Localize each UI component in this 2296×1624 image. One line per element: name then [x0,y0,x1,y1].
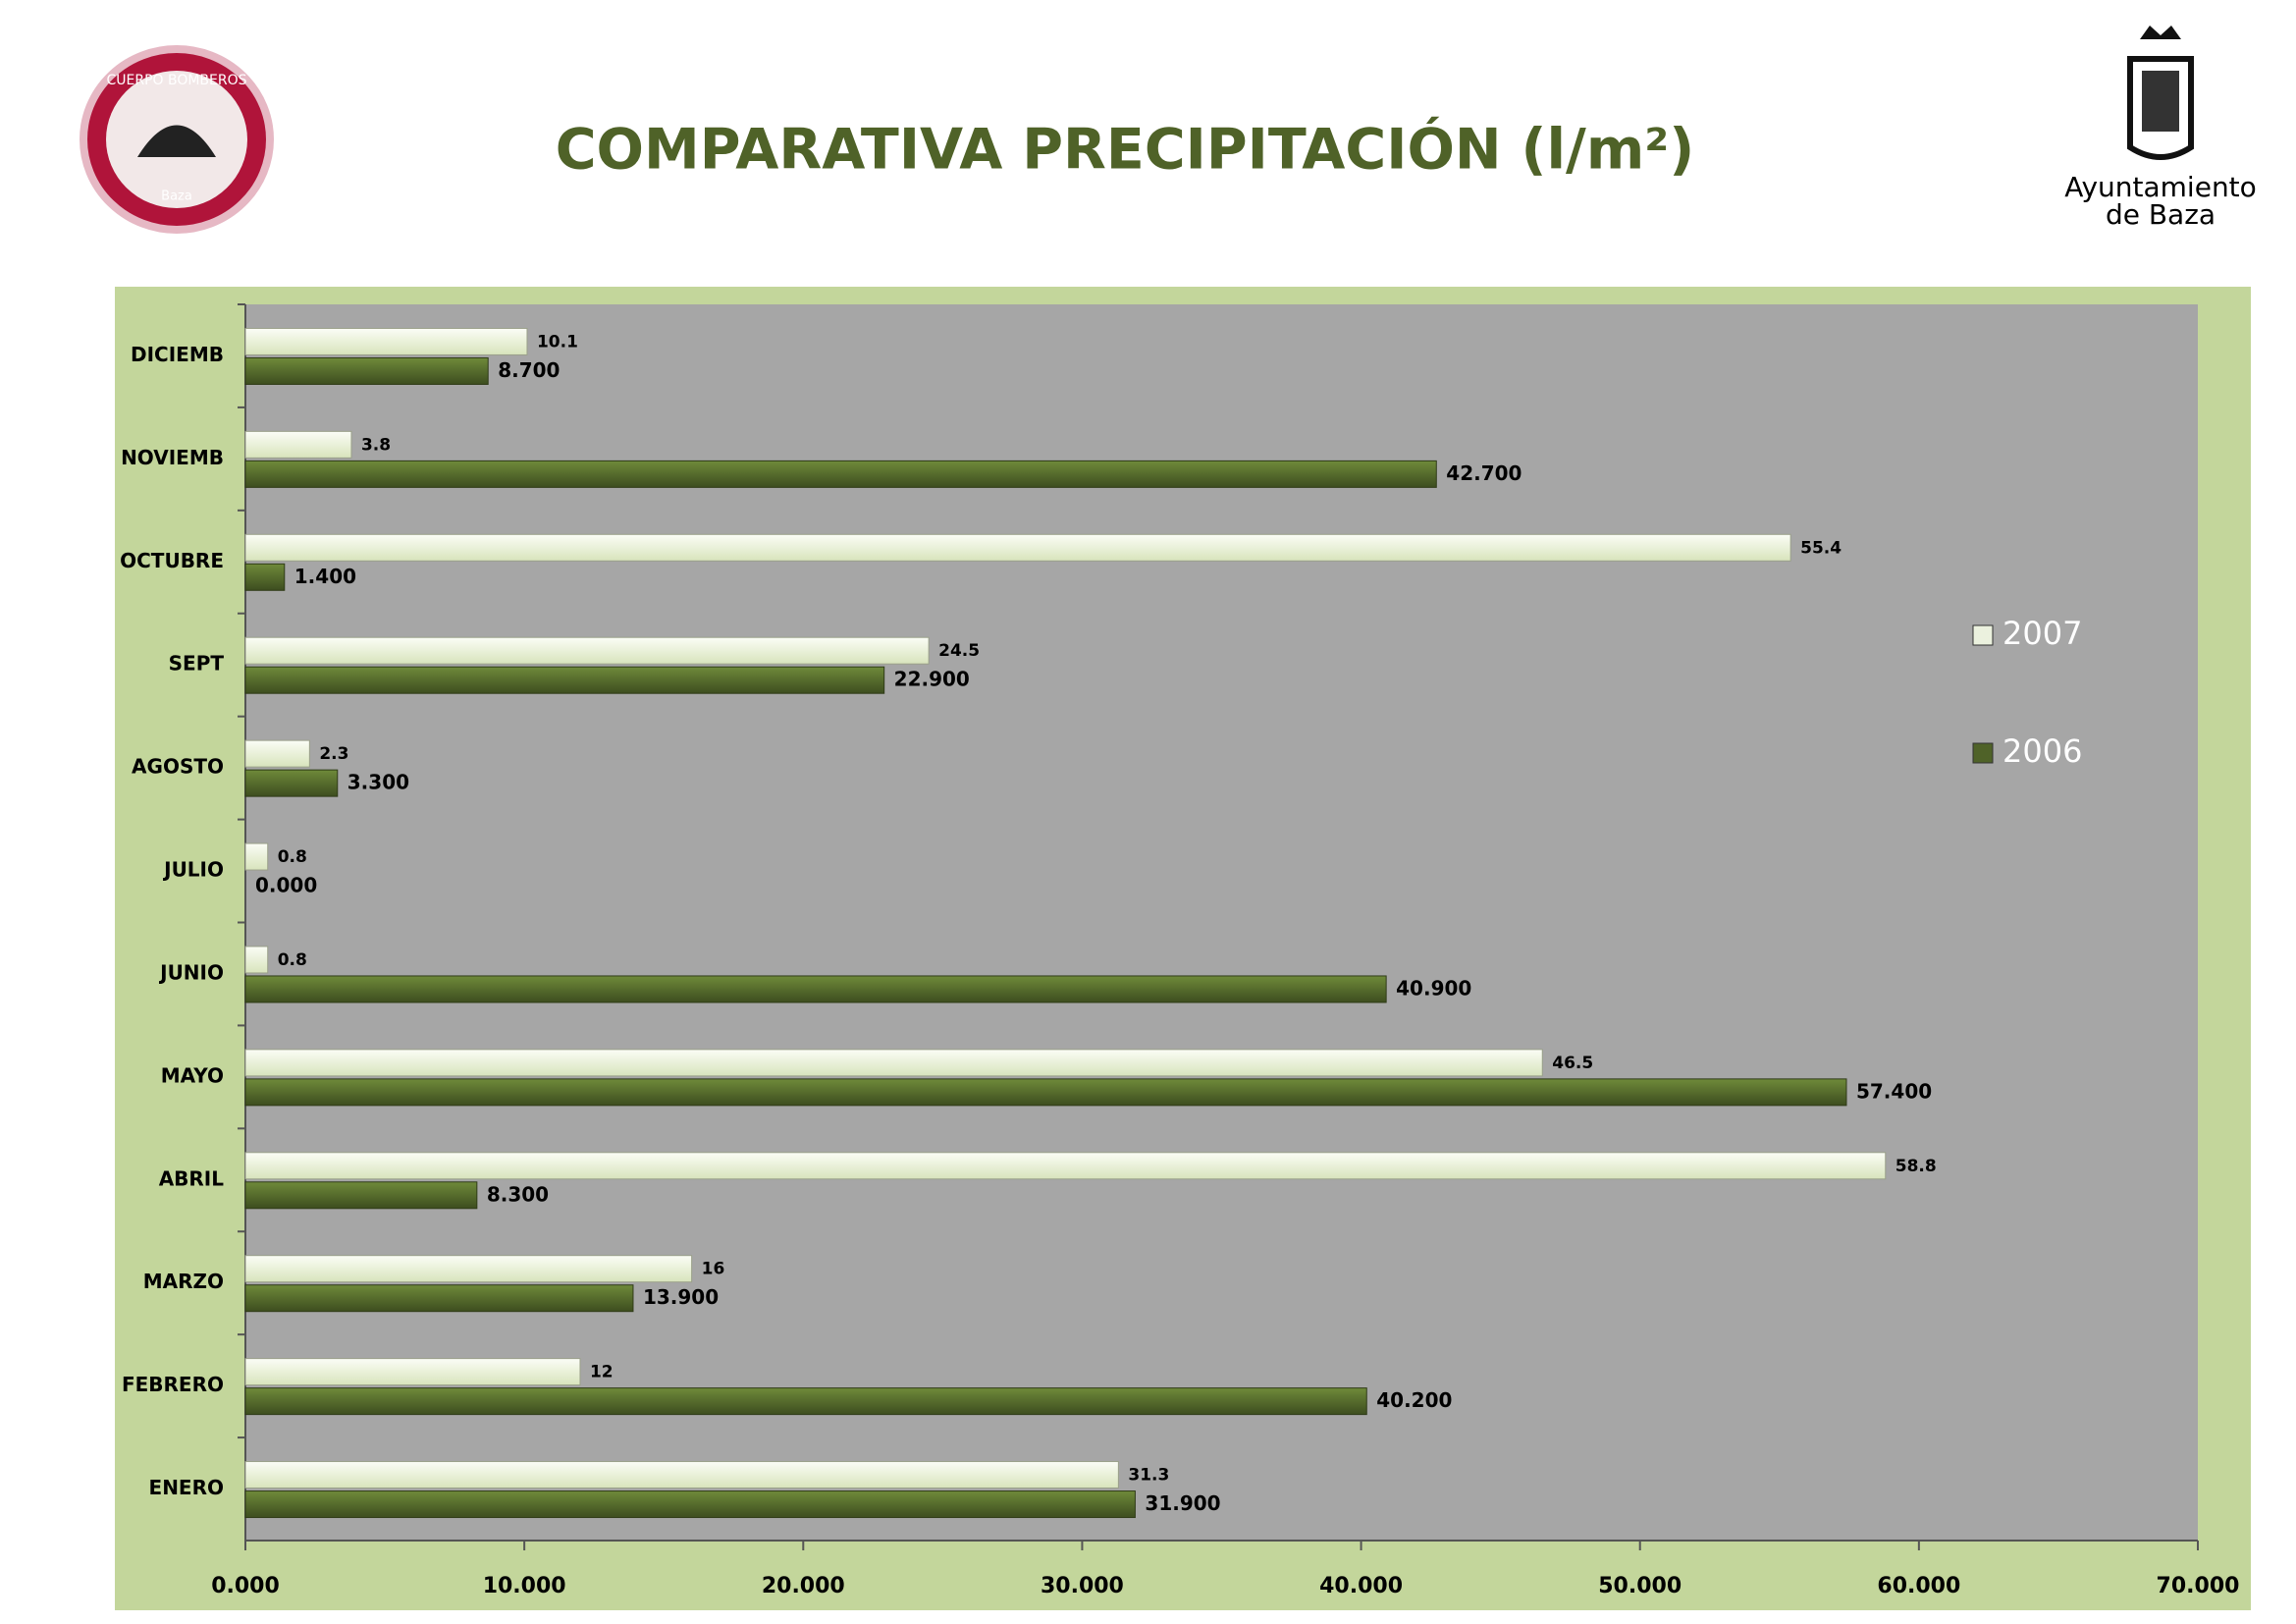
y-tick-label: SEPT [169,652,225,676]
bar [244,460,1437,488]
value-label: 1.400 [294,565,356,588]
value-label: 31.900 [1145,1491,1220,1515]
x-tick-label: 60.000 [1877,1574,1960,1598]
value-label: 40.200 [1376,1388,1452,1412]
legend-swatch [1972,742,1994,764]
bar [244,769,339,797]
value-label: 31.3 [1128,1466,1169,1486]
x-tick-label: 50.000 [1598,1574,1682,1598]
legend-swatch [1972,624,1994,646]
bar [244,666,885,694]
y-tick-label: AGOSTO [132,755,224,779]
bar [244,1255,693,1283]
bar [244,1284,634,1313]
chart-title: COMPARATIVA PRECIPITACIÓN (l/m²) [556,116,1695,183]
value-label: 46.5 [1552,1054,1593,1073]
x-tick-label: 70.000 [2157,1574,2240,1598]
value-label: 3.300 [347,771,409,794]
bar [244,356,489,385]
plot-area [245,304,2198,1541]
value-label: 2.3 [319,744,348,764]
x-tick-label: 20.000 [762,1574,845,1598]
value-label: 13.900 [643,1285,719,1309]
logo-text: Baza [161,189,192,204]
value-label: 42.700 [1446,461,1522,485]
value-label: 12 [590,1363,614,1382]
bar [244,842,269,871]
y-tick-label: DICIEMB [131,343,224,366]
y-tick-label: MARZO [143,1270,224,1293]
bar [244,1490,1136,1519]
bar [244,1387,1367,1416]
value-label: 3.8 [361,435,391,455]
logo-text: de Baza [2106,198,2216,231]
value-label: 8.300 [487,1182,549,1206]
legend-label: 2006 [2002,732,2082,770]
bar [244,563,286,591]
bar [244,946,269,974]
value-label: 24.5 [938,641,980,661]
value-label: 22.900 [894,668,970,691]
y-tick-label: FEBRERO [122,1373,224,1396]
bar [244,1049,1543,1077]
bar [244,739,310,768]
x-tick-label: 10.000 [483,1574,566,1598]
logo-text: Ayuntamiento [2064,171,2257,203]
y-tick-label: JULIO [162,858,224,882]
value-label: 0.8 [278,847,307,867]
y-tick-label: MAYO [161,1063,224,1087]
legend-label: 2007 [2002,615,2082,652]
value-label: 0.000 [255,874,317,897]
value-label: 8.700 [498,358,560,382]
bar [244,1152,1887,1180]
left-logo: CUERPO BOMBEROS Baza [80,45,274,234]
value-label: 16 [702,1260,725,1279]
y-tick-label: OCTUBRE [120,549,224,572]
logo-text: CUERPO BOMBEROS [106,73,246,88]
x-tick-label: 0.000 [211,1574,280,1598]
bar [244,1461,1119,1489]
value-label: 40.900 [1396,976,1471,1000]
bar [244,1078,1847,1107]
bar [244,1181,478,1210]
value-label: 55.4 [1800,538,1842,558]
bar [244,975,1387,1003]
y-tick-label: NOVIEMB [121,446,224,469]
bar [244,430,352,459]
value-label: 58.8 [1896,1157,1937,1176]
y-tick-label: ENERO [149,1476,224,1499]
value-label: 10.1 [537,332,578,352]
y-tick-label: ABRIL [159,1166,225,1190]
x-tick-label: 30.000 [1041,1574,1124,1598]
right-logo: Ayuntamiento de Baza [2064,26,2257,231]
bar [244,1358,581,1386]
value-label: 57.400 [1856,1079,1932,1103]
bar [244,636,930,665]
y-tick-label: JUNIO [158,960,224,984]
bar [244,327,528,355]
bar [244,533,1791,562]
value-label: 0.8 [278,950,307,970]
x-tick-label: 40.000 [1319,1574,1403,1598]
